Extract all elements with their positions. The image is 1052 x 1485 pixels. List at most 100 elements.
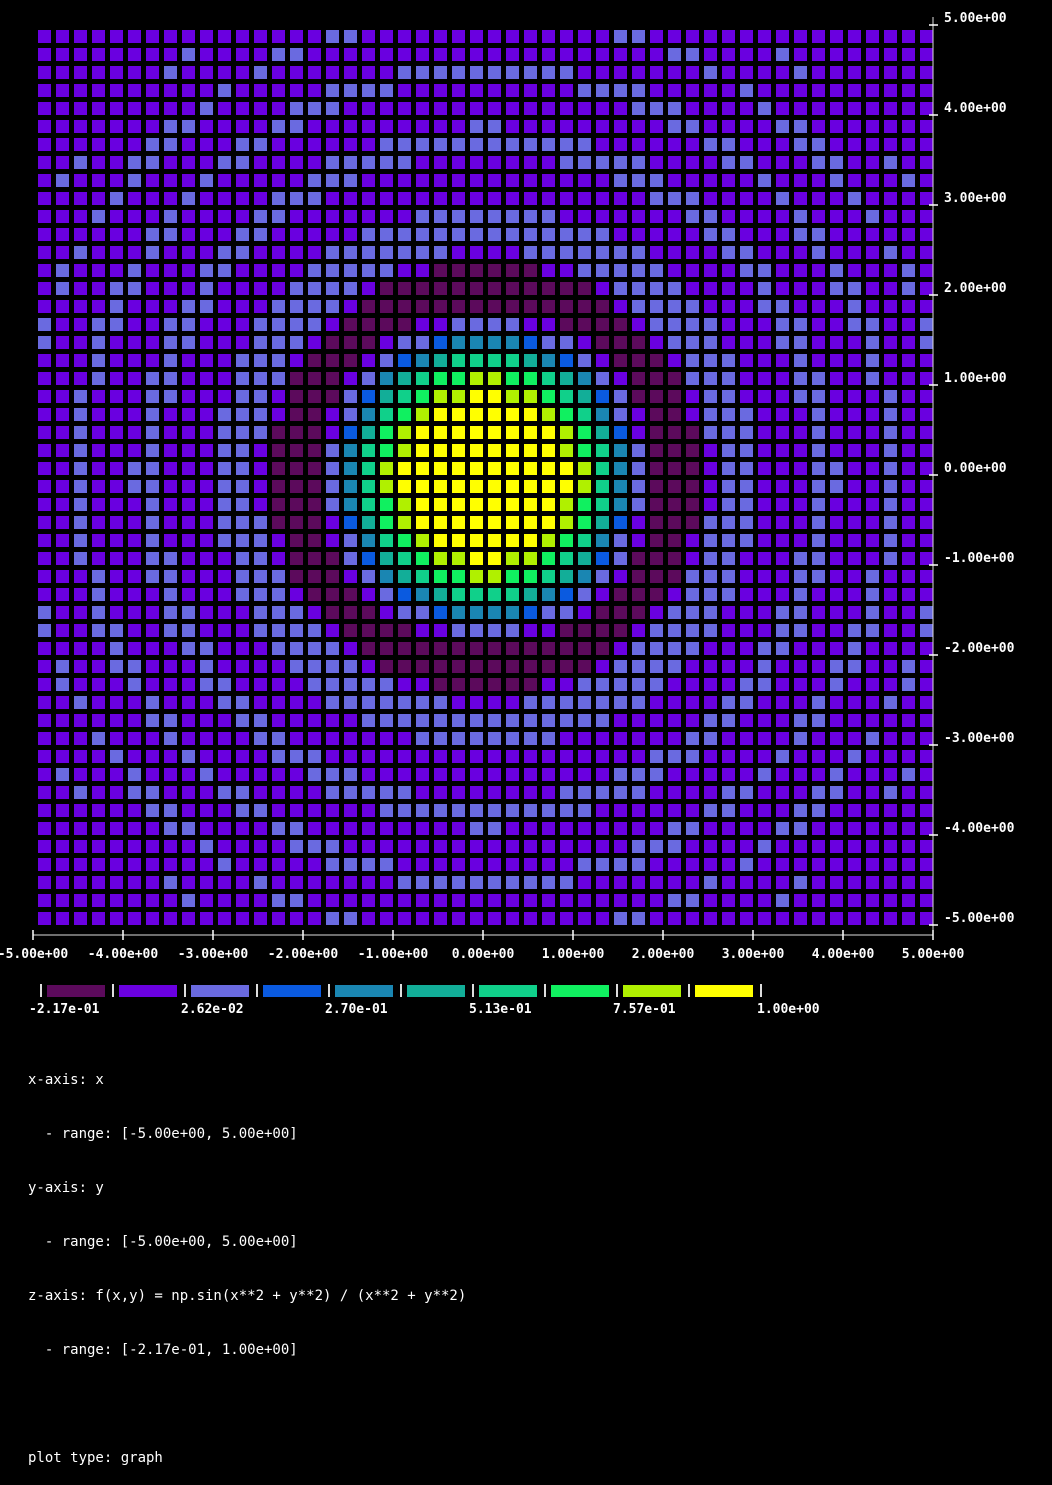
heatmap-cell [542, 534, 555, 547]
heatmap-cell [488, 534, 501, 547]
heatmap-cell [596, 444, 609, 457]
heatmap-cell [596, 498, 609, 511]
heatmap-cell [326, 858, 339, 871]
heatmap-cell [326, 822, 339, 835]
heatmap-cell [524, 192, 537, 205]
heatmap-cell [866, 246, 879, 259]
heatmap-cell [884, 138, 897, 151]
heatmap-cell [830, 372, 843, 385]
heatmap-cell [902, 138, 915, 151]
heatmap-cell [218, 426, 231, 439]
heatmap-cell [722, 102, 735, 115]
heatmap-cell [470, 318, 483, 331]
heatmap-cell [200, 210, 213, 223]
heatmap-cell [326, 372, 339, 385]
heatmap-cell [362, 822, 375, 835]
heatmap-cell [488, 660, 501, 673]
heatmap-cell [884, 678, 897, 691]
heatmap-cell [884, 30, 897, 43]
heatmap-cell [704, 516, 717, 529]
heatmap-cell [182, 102, 195, 115]
heatmap-cell [506, 246, 519, 259]
heatmap-cell [128, 246, 141, 259]
heatmap-cell [56, 840, 69, 853]
heatmap-cell [398, 570, 411, 583]
heatmap-cell [56, 858, 69, 871]
heatmap-cell [848, 120, 861, 133]
heatmap-cell [884, 408, 897, 421]
heatmap-cell [596, 390, 609, 403]
heatmap-cell [578, 120, 591, 133]
heatmap-cell [182, 894, 195, 907]
heatmap-cell [614, 552, 627, 565]
heatmap-cell [56, 696, 69, 709]
heatmap-cell [488, 894, 501, 907]
colorbar: -2.17e-01 2.62e-02 2.70e-01 5.13e-01 7.57e-0… [29, 984, 820, 1017]
heatmap-cell [776, 660, 789, 673]
heatmap-cell [560, 48, 573, 61]
heatmap-cell [686, 588, 699, 601]
heatmap-cell [848, 282, 861, 295]
heatmap-cell [380, 48, 393, 61]
heatmap-cell [92, 552, 105, 565]
heatmap-cell [146, 732, 159, 745]
heatmap-cell [596, 570, 609, 583]
heatmap-cell [686, 390, 699, 403]
heatmap-cell [146, 696, 159, 709]
heatmap-cell [686, 606, 699, 619]
heatmap-cell [416, 246, 429, 259]
heatmap-cell [596, 426, 609, 439]
heatmap-cell [848, 318, 861, 331]
heatmap-cell [416, 120, 429, 133]
heatmap-cell [434, 174, 447, 187]
heatmap-cell [866, 66, 879, 79]
heatmap-cell [650, 318, 663, 331]
heatmap-cell [74, 228, 87, 241]
heatmap-cell [650, 768, 663, 781]
heatmap-cell [290, 408, 303, 421]
heatmap-cell [416, 84, 429, 97]
heatmap-cell [146, 408, 159, 421]
heatmap-cell [344, 282, 357, 295]
heatmap-cell [470, 696, 483, 709]
heatmap-cell [38, 480, 51, 493]
heatmap-cell [236, 480, 249, 493]
heatmap-cell [650, 570, 663, 583]
heatmap-cell [200, 696, 213, 709]
heatmap-cell [38, 66, 51, 79]
heatmap-cell [650, 750, 663, 763]
heatmap-cell [56, 714, 69, 727]
heatmap-cell [560, 336, 573, 349]
heatmap-cell [434, 192, 447, 205]
heatmap-cell [254, 696, 267, 709]
heatmap-cell [434, 570, 447, 583]
heatmap-cell [686, 372, 699, 385]
heatmap-cell [380, 138, 393, 151]
heatmap-cell [326, 732, 339, 745]
heatmap-cell [866, 300, 879, 313]
heatmap-cell [398, 30, 411, 43]
heatmap-cell [290, 768, 303, 781]
heatmap-cell [200, 264, 213, 277]
heatmap-cell [128, 858, 141, 871]
heatmap-cell [308, 48, 321, 61]
heatmap-cell [866, 750, 879, 763]
heatmap-cell [650, 84, 663, 97]
heatmap-cell [740, 102, 753, 115]
heatmap-cell [902, 228, 915, 241]
heatmap-cell [254, 912, 267, 925]
heatmap-cell [920, 30, 933, 43]
heatmap-cell [182, 228, 195, 241]
heatmap-cell [542, 678, 555, 691]
heatmap-cell [398, 534, 411, 547]
heatmap-cell [668, 876, 681, 889]
heatmap-cell [236, 354, 249, 367]
heatmap-cell [164, 840, 177, 853]
heatmap-cell [398, 642, 411, 655]
heatmap-cell [488, 570, 501, 583]
heatmap-cell [290, 480, 303, 493]
heatmap-cell [578, 876, 591, 889]
heatmap-cell [614, 426, 627, 439]
heatmap-cell [452, 858, 465, 871]
heatmap-cell [398, 174, 411, 187]
